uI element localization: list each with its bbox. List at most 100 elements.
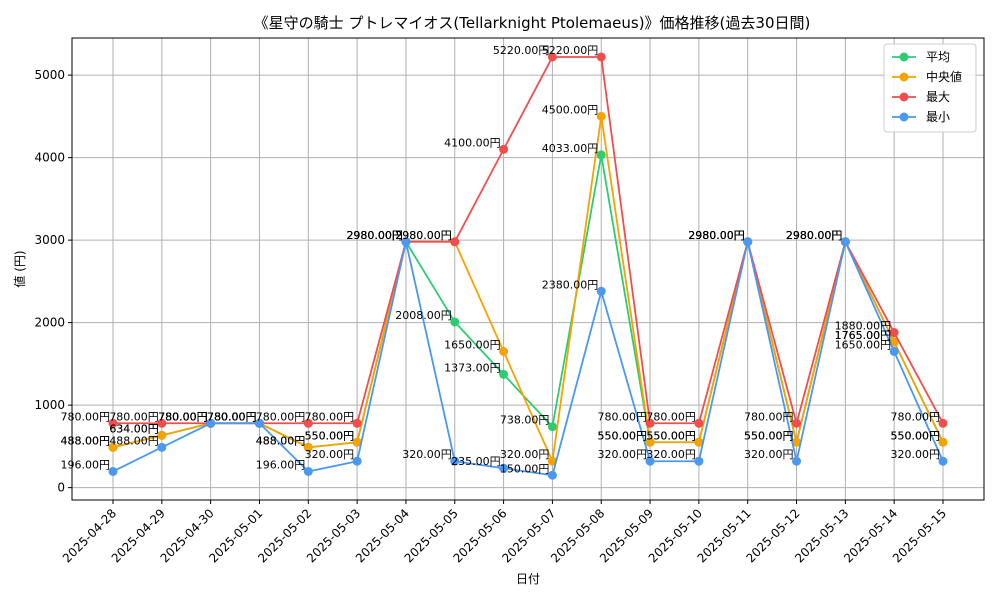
data-label-median: 780.00円 [207, 410, 257, 423]
data-label-median: 550.00円 [891, 429, 941, 442]
data-label-max: 2980.00円 [786, 229, 843, 242]
data-label-median: 550.00円 [744, 429, 794, 442]
data-point-median [499, 347, 509, 356]
data-point-min [450, 456, 460, 466]
data-point-median [352, 437, 362, 447]
data-point-median [938, 437, 948, 447]
data-label-median: 550.00円 [598, 429, 648, 442]
data-label-median: 4500.00円 [542, 103, 599, 116]
data-label-max: 2980.00円 [395, 229, 452, 242]
data-label-min: 2980.00円 [346, 229, 403, 242]
data-label-median: 780.00円 [158, 410, 208, 423]
data-point-min [792, 456, 802, 466]
series-line-min [112, 240, 944, 477]
data-point-max [596, 52, 606, 62]
data-label-avg: 634.00円 [109, 422, 159, 435]
data-point-min [157, 442, 167, 452]
data-point-min [547, 470, 557, 480]
y-tick-label: 5000 [34, 68, 65, 82]
data-label-max: 4100.00円 [444, 136, 501, 149]
data-point-min [645, 456, 655, 466]
data-label-avg: 780.00円 [207, 410, 257, 423]
data-label-median: 2980.00円 [688, 229, 745, 242]
data-point-max [889, 328, 899, 338]
data-label-max: 780.00円 [744, 410, 794, 423]
data-point-min [303, 466, 313, 476]
y-tick-label: 1000 [34, 398, 65, 412]
data-point-median [303, 442, 313, 452]
data-point-min [352, 456, 362, 466]
data-point-min [108, 466, 118, 476]
data-label-min: 320.00円 [891, 448, 941, 461]
data-label-min: 320.00円 [646, 448, 696, 461]
x-axis-label: 日付 [516, 572, 540, 586]
data-label-avg: 2980.00円 [346, 229, 403, 242]
data-point-max [157, 418, 167, 428]
data-point-median [694, 437, 704, 447]
data-label-max: 2980.00円 [688, 229, 745, 242]
data-point-median [645, 437, 655, 447]
data-label-min: 235.00円 [451, 455, 501, 468]
data-point-min [743, 237, 753, 247]
legend-marker-avg [899, 52, 909, 62]
data-label-min: 150.00円 [500, 462, 550, 475]
data-point-median [596, 111, 606, 121]
y-tick-label: 2000 [34, 316, 65, 330]
data-point-min [840, 237, 850, 247]
data-label-max: 780.00円 [158, 410, 208, 423]
legend-marker-max [899, 92, 909, 102]
data-point-max [108, 418, 118, 428]
data-label-min: 2980.00円 [786, 229, 843, 242]
data-point-min [694, 456, 704, 466]
legend-label-min: 最小 [926, 110, 950, 124]
data-label-min: 320.00円 [744, 448, 794, 461]
data-point-min [401, 237, 411, 247]
data-point-median [157, 430, 167, 440]
data-label-avg: 488.00円 [256, 434, 306, 447]
data-point-max [645, 418, 655, 428]
data-label-max: 780.00円 [207, 410, 257, 423]
data-point-min [254, 418, 264, 428]
y-tick-label: 0 [57, 481, 65, 495]
data-label-max: 780.00円 [109, 410, 159, 423]
data-point-avg [547, 422, 557, 432]
y-tick-label: 3000 [34, 233, 65, 247]
data-label-min: 320.00円 [598, 448, 648, 461]
data-label-median: 550.00円 [305, 429, 355, 442]
data-label-avg: 4033.00円 [542, 142, 599, 155]
data-label-median: 1650.00円 [444, 339, 501, 352]
plot-frame [71, 37, 985, 501]
data-point-max [792, 418, 802, 428]
data-point-max [694, 418, 704, 428]
data-label-avg: 550.00円 [744, 429, 794, 442]
chart-title: 《星守の騎士 プトレマイオス(Tellarknight Ptolemaeus)》… [254, 14, 811, 32]
data-point-avg [596, 150, 606, 160]
data-point-max [352, 418, 362, 428]
data-point-min [206, 418, 216, 428]
data-label-avg: 780.00円 [158, 410, 208, 423]
data-label-avg: 550.00円 [646, 429, 696, 442]
data-label-max: 780.00円 [646, 410, 696, 423]
data-label-avg: 2980.00円 [688, 229, 745, 242]
data-label-max: 780.00円 [256, 410, 306, 423]
legend-marker-min [899, 112, 909, 122]
data-label-median: 2980.00円 [346, 229, 403, 242]
data-label-max: 5220.00円 [542, 44, 599, 57]
data-label-max: 780.00円 [891, 410, 941, 423]
data-label-median: 634.00円 [109, 422, 159, 435]
legend-label-max: 最大 [926, 90, 950, 104]
data-label-min: 780.00円 [207, 410, 257, 423]
data-label-avg: 1765.00円 [835, 329, 892, 342]
data-point-max [547, 52, 557, 62]
data-point-min [596, 286, 606, 296]
data-label-avg: 550.00円 [891, 429, 941, 442]
y-tick-label: 4000 [34, 151, 65, 165]
data-label-avg: 550.00円 [305, 429, 355, 442]
data-label-max: 2980.00円 [346, 229, 403, 242]
data-label-max: 780.00円 [61, 410, 111, 423]
y-axis-label: 値 (円) [12, 250, 27, 287]
data-label-max: 1880.00円 [835, 320, 892, 333]
data-point-median [792, 437, 802, 447]
data-point-min [889, 347, 899, 356]
